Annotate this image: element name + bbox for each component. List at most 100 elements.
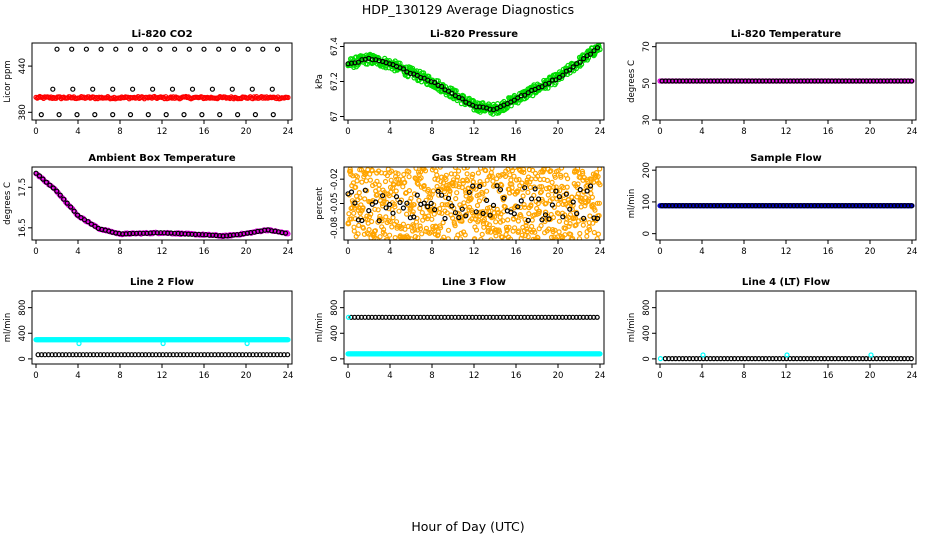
data-point: [439, 174, 445, 180]
data-point: [898, 203, 904, 209]
data-point: [529, 167, 536, 173]
data-point: [567, 67, 573, 73]
data-point: [449, 90, 455, 96]
data-point: [404, 211, 410, 217]
x-tick-label: 4: [387, 127, 392, 137]
data-point: [483, 167, 489, 174]
data-point: [560, 214, 566, 220]
data-point: [47, 182, 53, 188]
data-point: [515, 188, 521, 194]
x-tick-label: 24: [595, 247, 606, 257]
data-point: [439, 83, 445, 90]
data-point: [408, 195, 414, 201]
data-point: [380, 193, 386, 199]
data-point: [535, 196, 542, 202]
data-point: [244, 340, 250, 347]
data-point: [531, 212, 538, 218]
y-tick-label: 0: [18, 356, 28, 361]
x-tick-label: 16: [823, 247, 834, 257]
data-point: [359, 217, 365, 224]
data-point: [753, 203, 759, 209]
data-point: [487, 212, 493, 218]
data-point: [553, 80, 559, 86]
data-point: [417, 205, 423, 211]
series-avg: [33, 170, 289, 239]
data-point: [546, 216, 552, 222]
data-point: [369, 201, 375, 207]
data-point: [424, 314, 430, 320]
data-point: [594, 314, 600, 320]
data-point: [400, 205, 406, 211]
data-point: [452, 171, 458, 177]
data-point: [587, 183, 594, 189]
panel-ylabel: Licor ppm: [3, 60, 13, 102]
data-point: [898, 78, 904, 84]
data-point: [359, 207, 365, 213]
data-point: [529, 217, 535, 223]
panel-marks: [345, 314, 603, 357]
panel-ylabel: ml/min: [627, 189, 637, 219]
y-tick-label: 67.2: [330, 72, 340, 91]
data-point: [92, 111, 98, 118]
data-point: [354, 174, 360, 180]
data-point: [356, 222, 362, 228]
data-point: [669, 356, 675, 362]
data-point: [390, 215, 396, 221]
data-point: [556, 76, 562, 83]
data-point: [570, 199, 576, 205]
data-point: [459, 206, 465, 212]
data-point: [445, 195, 452, 201]
y-tick-label: -0.02: [330, 168, 340, 190]
panel-marks: [33, 170, 291, 240]
panel-ylabel: kPa: [315, 74, 325, 89]
y-tick-label: 17.5: [18, 178, 28, 197]
data-point: [146, 352, 152, 358]
data-point: [404, 200, 410, 206]
data-point: [362, 187, 368, 193]
y-tick-label: 440: [18, 58, 28, 74]
data-point: [850, 203, 856, 209]
data-point: [33, 170, 39, 176]
data-point: [98, 46, 104, 52]
data-point: [444, 210, 450, 216]
data-point: [461, 167, 467, 171]
data-point: [470, 183, 476, 189]
data-point: [594, 200, 601, 206]
data-point: [376, 182, 382, 188]
data-point: [346, 211, 352, 217]
data-point: [127, 111, 134, 118]
data-point: [443, 172, 449, 178]
data-point: [188, 352, 194, 358]
data-point: [130, 86, 136, 92]
data-point: [463, 213, 469, 219]
data-point: [580, 215, 587, 221]
data-point: [585, 198, 591, 204]
data-point: [596, 200, 603, 206]
data-point: [908, 356, 914, 362]
data-point: [421, 183, 427, 189]
data-point: [235, 111, 241, 118]
data-point: [780, 78, 787, 84]
data-point: [394, 176, 400, 182]
series-avg: [345, 45, 601, 113]
panel-2: Li-820 Pressure kPa 0 4 8 12 16 20 24 67 67.2 67.4: [315, 29, 605, 137]
data-point: [376, 218, 382, 224]
data-point: [356, 190, 362, 196]
data-point: [460, 93, 467, 99]
data-point: [573, 222, 579, 228]
data-point: [435, 229, 441, 235]
data-point: [562, 225, 569, 231]
data-point: [118, 352, 124, 358]
data-point: [559, 167, 565, 171]
data-point: [285, 352, 291, 358]
data-point: [594, 45, 601, 51]
y-tick-label: 70: [642, 41, 652, 52]
x-tick-label: 8: [741, 371, 746, 381]
panel-3: Li-820 Temperature degrees C 0 4 8 12 16 20 24 30…: [627, 29, 917, 137]
data-point: [186, 46, 192, 52]
x-tick-label: 0: [345, 127, 350, 137]
data-point: [379, 218, 385, 224]
x-tick-label: 4: [75, 371, 80, 381]
data-point: [269, 86, 275, 92]
data-point: [502, 204, 508, 210]
